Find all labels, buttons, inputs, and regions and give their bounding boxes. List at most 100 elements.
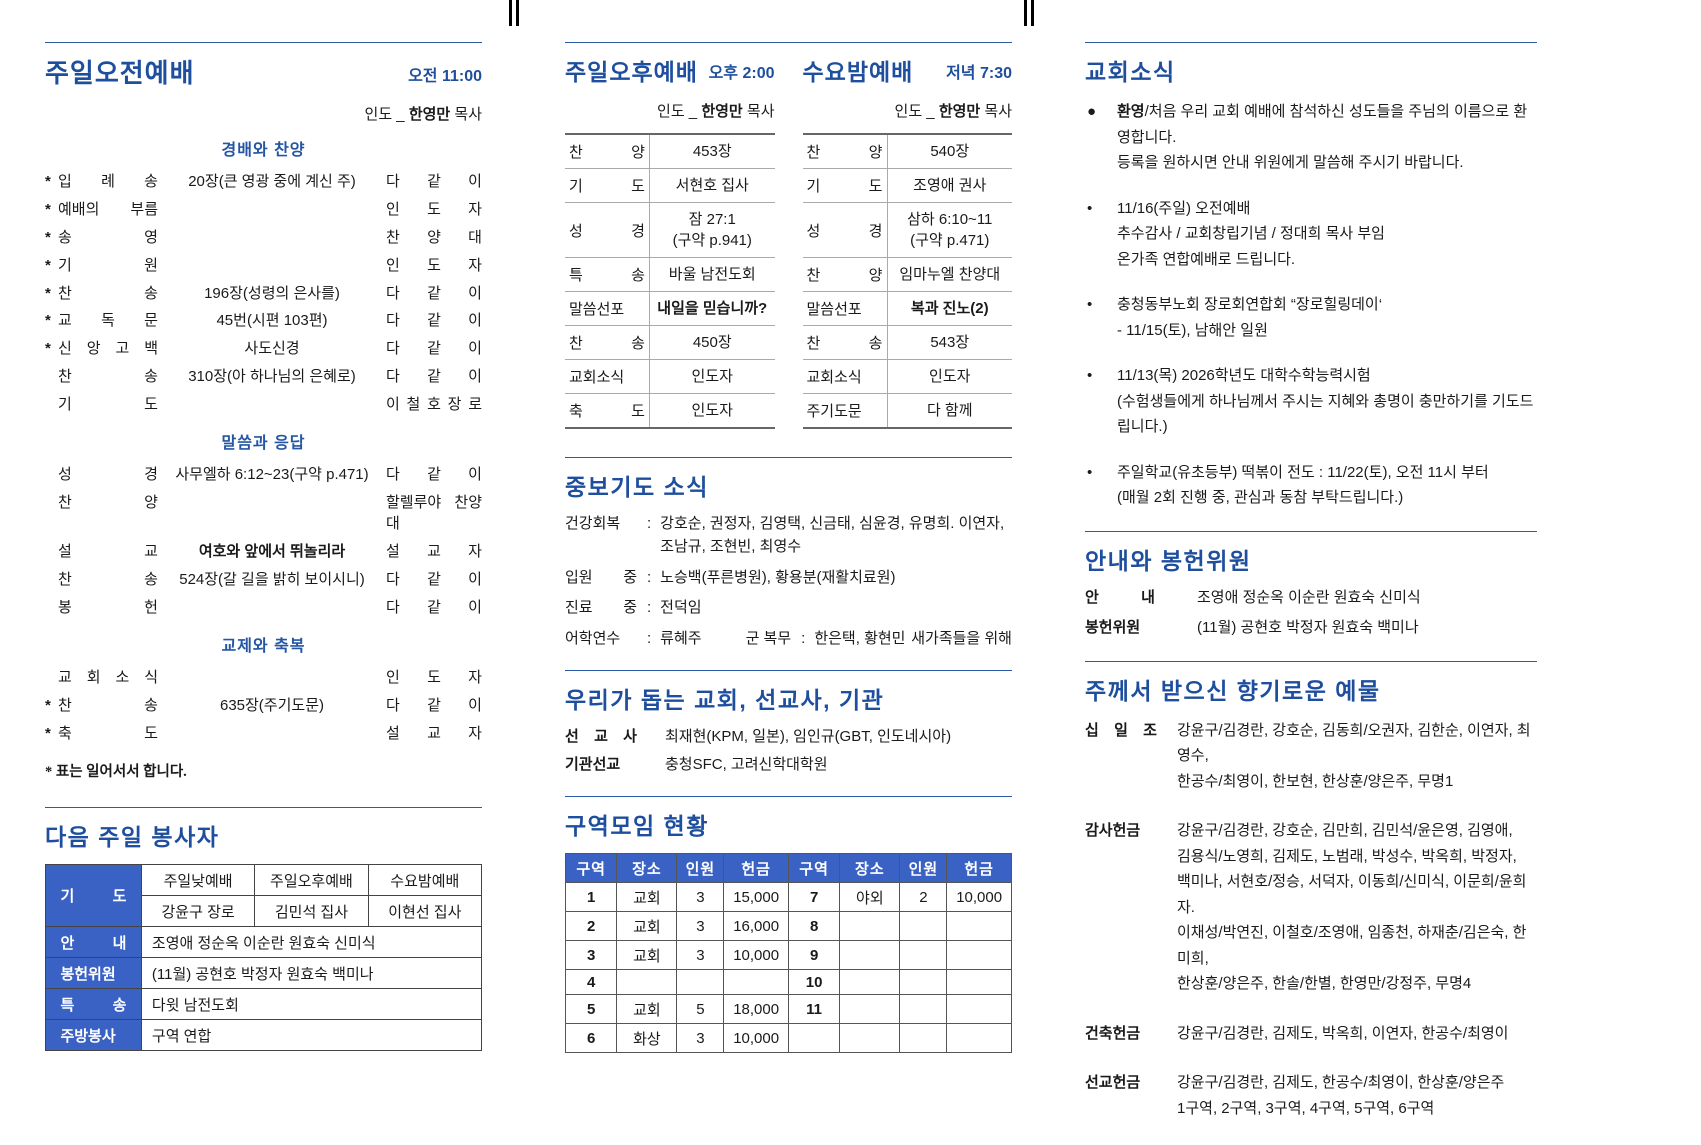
service-row: 기 도 조영애 권사 (802, 169, 1013, 203)
worship-item-content: 사도신경 (244, 340, 300, 358)
guide-committee-list: 안 내 조영애 정순옥 이순란 원효숙 신미식 봉헌위원 (11월) 공현호 박… (1085, 586, 1537, 637)
mission-names: 최재현(KPM, 일본), 임인규(GBT, 인도네시아) (665, 728, 952, 745)
afternoon-service-table: 찬 양 453장 기 도 서현호 집사 성 경 잠 27:1 (구약 p.941… (565, 133, 775, 429)
worship-item-content: 524장(갈 길을 밝히 보이시니) (179, 570, 365, 588)
worship-rows-word: 성 경 사무엘하 6:12~23(구약 p.471) 다 같 이 찬 양 할렐루… (45, 460, 482, 620)
column-header: 구역 (787, 853, 841, 883)
intercession-label: 군 복무 (745, 630, 792, 647)
worship-row: 설 교 여호와 앞에서 뛰놀리라 설 교 자 (45, 537, 482, 565)
section-divider (565, 670, 1012, 671)
worship-item-label: 송 영 (58, 228, 158, 246)
offering-type-label: 십 일 조 (1085, 721, 1157, 739)
offering-cell (946, 994, 1012, 1024)
worship-item-label: 찬 송 (58, 697, 158, 715)
offering-cell: 18,000 (723, 994, 789, 1024)
guide-row: 안 내 조영애 정순옥 이순란 원효숙 신미식 (1085, 586, 1537, 607)
table-row: 안 내 조영애 정순옥 이순란 원효숙 신미식 (45, 926, 483, 959)
leader-prefix: 인도 _ (657, 103, 698, 120)
worship-row: * 교 독 문 45번(시편 103편) 다 같 이 (45, 306, 482, 334)
fold-mark (516, 0, 519, 26)
intercession-names: 강호순, 권정자, 김영택, 신금태, 심윤경, 유명희. 이연자, 조남규, … (660, 515, 1005, 556)
group-number-cell: 1 (564, 882, 618, 912)
service-row: 찬 송 543장 (802, 326, 1012, 360)
table-row: 봉헌위원 (11월) 공현호 박정자 원효숙 백미나 (45, 957, 483, 990)
group-number-cell: 3 (564, 940, 618, 970)
service-item-label: 찬 송 (806, 335, 883, 352)
afternoon-service-leader: 인도 _ 한영만 목사 (565, 100, 774, 121)
offering-cell (946, 969, 1012, 995)
table-row: 3 교회 3 10,000 9 (564, 940, 1012, 970)
offering-row: 선교헌금 강윤구/김경란, 김제도, 한공수/최영이, 한상훈/양은주 1구역,… (1085, 1070, 1537, 1121)
service-item-value: 453장 (649, 135, 775, 168)
standing-marker: * (45, 256, 51, 274)
service-row: 찬 양 임마누엘 찬양대 (802, 258, 1012, 292)
table-row: 특 송 다윗 남전도회 (45, 988, 483, 1021)
worship-row: * 찬 송 196장(성령의 은사를) 다 같 이 (45, 278, 482, 306)
place-cell (839, 911, 901, 941)
morning-service-header: 주일오전예배 오전 11:00 (45, 53, 482, 90)
service-item-value: 인도자 (886, 360, 1013, 393)
service-item-label: 찬 송 (569, 335, 645, 352)
service-item-label: 찬 양 (806, 267, 883, 284)
worship-row: * 입 례 송 20장(큰 영광 중에 계신 주) 다 같 이 (45, 167, 482, 195)
worship-row: 교 회 소 식 인 도 자 (45, 663, 482, 691)
intercession-names: 류혜주 (660, 630, 702, 647)
count-cell: 2 (899, 882, 948, 912)
standing-marker: * (45, 173, 51, 191)
section-divider (565, 457, 1012, 458)
morning-service-title: 주일오전예배 (45, 58, 195, 88)
service-item-value: 540장 (886, 135, 1013, 168)
table-row: 2 교회 3 16,000 8 (564, 911, 1012, 941)
intercession-colon: : (647, 598, 652, 616)
news-text: 환영/처음 우리 교회 예배에 참석하신 성도들을 주님의 이름으로 환영합니다… (1117, 103, 1528, 171)
service-item-label: 교회소식 (806, 369, 862, 386)
group-meeting-title: 구역모임 현황 (565, 813, 709, 839)
worship-part-heading: 교제와 축복 (221, 637, 306, 655)
volunteer-role-cell: 안 내 (45, 926, 142, 959)
count-cell (899, 969, 948, 995)
worship-item-label: 입 례 송 (58, 173, 158, 191)
service-item-label: 찬 양 (569, 144, 645, 161)
mission-category-label: 기관선교 (565, 756, 621, 773)
offering-cell: 16,000 (723, 911, 789, 941)
news-item: • 11/16(주일) 오전예배 추수감사 / 교회창립기념 / 정대희 목사 … (1085, 196, 1537, 273)
wednesday-service-block: 수요밤예배 저녁 7:30 인도 _ 한영만 목사 찬 양 540장 기 도 (802, 53, 1013, 429)
section-divider (1085, 42, 1537, 43)
group-number-cell: 10 (787, 969, 841, 995)
volunteer-name-cell: 이현선 집사 (367, 895, 483, 928)
afternoon-service-title: 주일오후예배 (565, 59, 698, 85)
worship-item-person: 다 같 이 (386, 284, 482, 302)
intercession-title: 중보기도 소식 (565, 474, 709, 500)
group-number-cell: 5 (564, 994, 618, 1024)
column-header: 헌금 (723, 853, 789, 883)
news-item: ● 환영/처음 우리 교회 예배에 참석하신 성도들을 주님의 이름으로 환영합… (1085, 99, 1537, 176)
service-item-value: 조영애 권사 (886, 169, 1013, 202)
column-header: 장소 (616, 853, 678, 883)
worship-item-content: 45번(시편 103편) (216, 312, 328, 330)
intercession-label: 입원 중 (565, 568, 637, 586)
offering-cell: 10,000 (946, 882, 1012, 912)
worship-item-person: 다 같 이 (386, 598, 482, 616)
leader-suffix: 목사 (454, 106, 482, 123)
offering-row: 십 일 조 강윤구/김경란, 강호순, 김동희/오권자, 김한순, 이연자, 최… (1085, 718, 1537, 795)
volunteer-name-cell: 구역 연합 (140, 1019, 483, 1052)
count-cell (899, 1023, 948, 1053)
offerings-list: 십 일 조 강윤구/김경란, 강호순, 김동희/오권자, 김한순, 이연자, 최… (1085, 718, 1537, 1122)
standing-marker: * (45, 340, 51, 358)
intercession-list: 건강회복 : 강호순, 권정자, 김영택, 신금태, 심윤경, 유명희. 이연자… (565, 512, 1012, 619)
section-divider (565, 42, 1012, 43)
worship-row: 찬 양 할렐루야 찬양대 (45, 488, 482, 537)
worship-item-label: 찬 양 (58, 494, 158, 512)
news-text: 11/16(주일) 오전예배 추수감사 / 교회창립기념 / 정대희 목사 부임… (1117, 199, 1385, 268)
place-cell: 교회 (616, 882, 678, 912)
worship-item-label: 봉 헌 (58, 598, 158, 616)
place-cell (616, 969, 678, 995)
wednesday-service-table: 찬 양 540장 기 도 조영애 권사 성 경 삼하 6:10~11 (구약 p… (802, 133, 1013, 429)
count-cell (899, 940, 948, 970)
worship-item-content: 20장(큰 영광 중에 계신 주) (188, 173, 356, 191)
volunteer-role-cell: 특 송 (45, 988, 142, 1021)
guide-row: 봉헌위원 (11월) 공현호 박정자 원효숙 백미나 (1085, 616, 1537, 637)
count-cell: 3 (676, 940, 725, 970)
intercession-names: 한은택, 황현민 (814, 630, 906, 647)
place-cell: 교회 (616, 994, 678, 1024)
